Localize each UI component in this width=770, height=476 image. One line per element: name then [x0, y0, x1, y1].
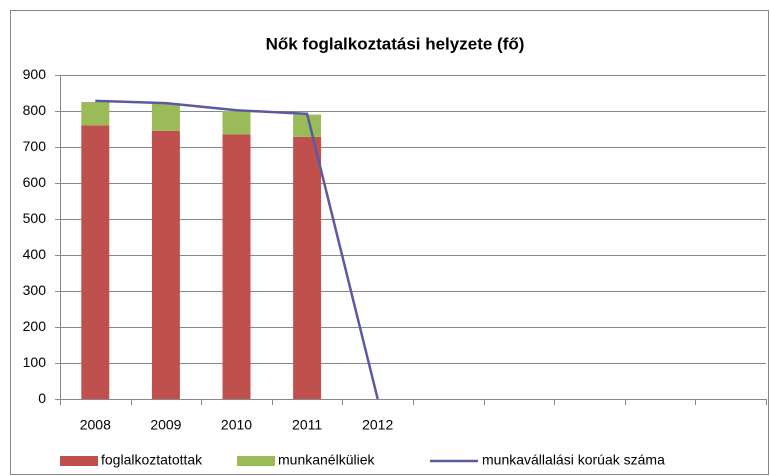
legend-swatch [60, 456, 98, 466]
y-tick-label: 300 [23, 282, 47, 298]
bar-segment [151, 103, 180, 131]
y-tick-label: 400 [23, 246, 47, 262]
legend-label: munkavállalási korúak száma [482, 452, 665, 468]
y-tick-label: 900 [23, 66, 47, 82]
bar-segment [293, 114, 322, 137]
y-tick-label: 200 [23, 318, 47, 334]
legend-label: foglalkoztatottak [101, 452, 203, 468]
y-tick-label: 600 [23, 174, 47, 190]
y-tick-label: 700 [23, 138, 47, 154]
bar-segment [81, 125, 110, 400]
x-tick-label: 2011 [292, 417, 322, 433]
legend-swatch [237, 456, 275, 466]
x-tick-label: 2008 [80, 417, 111, 433]
bar-segment [151, 130, 180, 400]
x-tick-label: 2010 [221, 417, 252, 433]
bar-segment [81, 102, 110, 126]
y-tick-label: 100 [23, 354, 47, 370]
y-tick-label: 0 [38, 390, 46, 406]
chart-border [10, 10, 769, 475]
legend-label: munkanélküliek [278, 452, 375, 468]
y-tick-label: 500 [23, 210, 47, 226]
bar-segment [222, 111, 251, 135]
bar-segment [293, 136, 322, 400]
x-tick-label: 2009 [150, 417, 181, 433]
bar-segment [222, 134, 251, 399]
x-tick-label: 2012 [362, 417, 393, 433]
y-tick-label: 800 [23, 102, 47, 118]
chart-title: Nők foglalkoztatási helyzete (fő) [266, 34, 525, 53]
line-series [95, 99, 379, 400]
